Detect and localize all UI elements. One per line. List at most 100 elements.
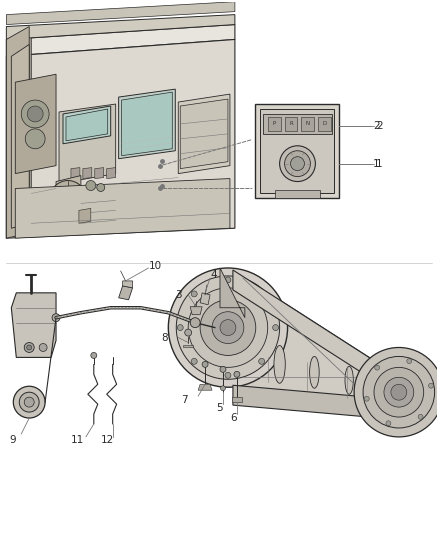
Circle shape — [273, 325, 279, 330]
Text: D: D — [323, 122, 327, 126]
Circle shape — [234, 372, 240, 377]
Text: 10: 10 — [148, 261, 162, 271]
Polygon shape — [7, 39, 235, 238]
Polygon shape — [260, 109, 334, 193]
Ellipse shape — [274, 345, 285, 383]
Polygon shape — [301, 117, 314, 131]
Circle shape — [185, 329, 192, 336]
Text: 2: 2 — [376, 121, 383, 131]
Circle shape — [86, 181, 96, 190]
Circle shape — [25, 129, 45, 149]
Ellipse shape — [345, 366, 353, 394]
Circle shape — [418, 414, 423, 419]
Polygon shape — [122, 92, 172, 156]
Circle shape — [225, 373, 231, 378]
Circle shape — [39, 343, 47, 351]
Circle shape — [428, 383, 434, 388]
Polygon shape — [83, 168, 92, 179]
Circle shape — [97, 183, 105, 191]
Text: P: P — [272, 122, 276, 126]
Text: 9: 9 — [9, 435, 16, 445]
Circle shape — [259, 358, 265, 365]
Polygon shape — [11, 293, 56, 358]
Circle shape — [386, 421, 391, 426]
Polygon shape — [7, 2, 235, 25]
Polygon shape — [233, 385, 419, 427]
Polygon shape — [275, 190, 320, 198]
Circle shape — [91, 352, 97, 358]
Text: 5: 5 — [217, 403, 223, 413]
Circle shape — [19, 392, 39, 412]
Polygon shape — [7, 27, 29, 238]
Polygon shape — [285, 117, 297, 131]
Polygon shape — [15, 179, 230, 238]
Circle shape — [363, 357, 434, 428]
Polygon shape — [220, 268, 245, 318]
Circle shape — [354, 348, 438, 437]
Circle shape — [21, 100, 49, 128]
Circle shape — [220, 386, 226, 391]
Polygon shape — [63, 106, 111, 144]
Circle shape — [384, 377, 414, 407]
Circle shape — [212, 312, 244, 343]
Ellipse shape — [310, 357, 319, 388]
Polygon shape — [233, 270, 419, 417]
Circle shape — [290, 157, 304, 171]
Polygon shape — [233, 270, 414, 402]
Circle shape — [190, 318, 200, 328]
Circle shape — [24, 343, 34, 352]
Circle shape — [220, 320, 236, 336]
Polygon shape — [119, 286, 133, 300]
Circle shape — [220, 366, 226, 373]
Circle shape — [27, 345, 32, 350]
Circle shape — [200, 300, 256, 356]
Circle shape — [259, 291, 265, 297]
Polygon shape — [190, 307, 202, 314]
Circle shape — [168, 268, 288, 387]
Polygon shape — [180, 99, 228, 168]
Polygon shape — [71, 168, 80, 179]
Circle shape — [374, 367, 424, 417]
Circle shape — [24, 397, 34, 407]
Text: 1: 1 — [373, 159, 380, 168]
Text: R: R — [289, 122, 293, 126]
Circle shape — [176, 276, 279, 379]
Circle shape — [13, 386, 45, 418]
Text: N: N — [306, 122, 310, 126]
Circle shape — [58, 189, 78, 208]
Text: 1: 1 — [376, 159, 383, 168]
Polygon shape — [178, 94, 230, 174]
Polygon shape — [232, 397, 242, 402]
Polygon shape — [123, 281, 133, 288]
Circle shape — [407, 359, 412, 364]
Circle shape — [177, 325, 183, 330]
Circle shape — [285, 151, 311, 176]
Circle shape — [50, 181, 86, 216]
Polygon shape — [198, 384, 212, 390]
Polygon shape — [7, 14, 235, 39]
Circle shape — [364, 396, 369, 401]
Circle shape — [27, 106, 43, 122]
Polygon shape — [56, 175, 81, 233]
Polygon shape — [11, 44, 29, 228]
Polygon shape — [66, 109, 108, 141]
Polygon shape — [7, 35, 31, 238]
Text: 12: 12 — [101, 435, 114, 445]
Text: 6: 6 — [230, 413, 237, 423]
Circle shape — [191, 291, 197, 297]
Text: 7: 7 — [182, 395, 188, 405]
Polygon shape — [119, 89, 175, 159]
Polygon shape — [263, 114, 332, 134]
Polygon shape — [59, 104, 116, 183]
Circle shape — [279, 146, 315, 182]
Circle shape — [374, 365, 380, 370]
Polygon shape — [15, 74, 56, 174]
Text: 3: 3 — [176, 290, 182, 300]
Circle shape — [191, 358, 197, 365]
Circle shape — [225, 277, 231, 283]
Polygon shape — [200, 293, 210, 305]
Circle shape — [391, 384, 407, 400]
Polygon shape — [95, 168, 104, 179]
Circle shape — [63, 193, 73, 204]
Polygon shape — [318, 117, 331, 131]
